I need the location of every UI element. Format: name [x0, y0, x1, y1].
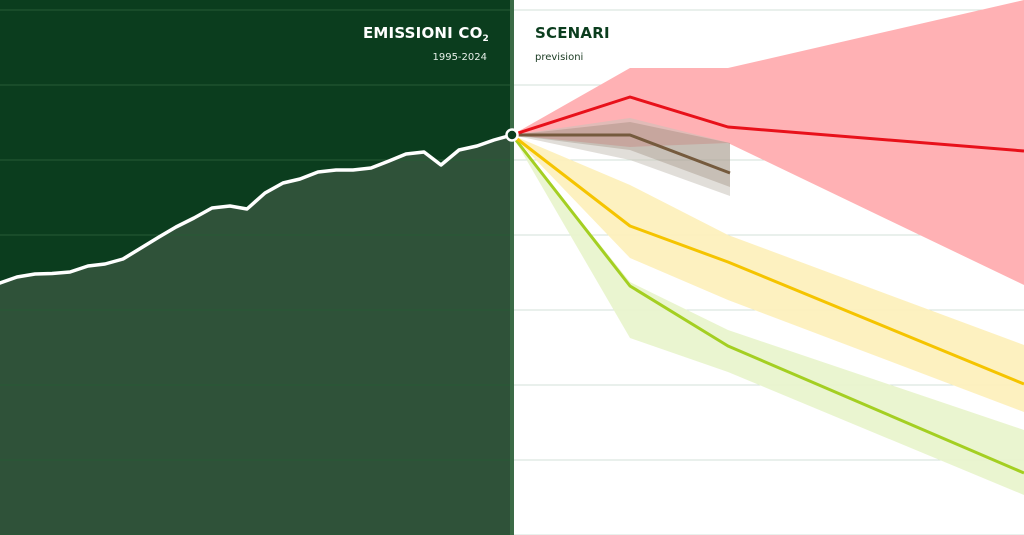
brown-scenario-band-outer [512, 118, 730, 196]
historical-title: EMISSIONI CO2 [363, 24, 489, 44]
historical-title-subscript: 2 [482, 34, 489, 44]
scenarios-subtitle: previsioni [535, 52, 584, 63]
panel-divider [510, 0, 514, 535]
yellow-scenario-line [511, 133, 1024, 386]
historical-title-text: EMISSIONI CO [362, 24, 483, 42]
yellow-scenario-band [512, 135, 1024, 412]
green-scenario-line [510, 134, 1024, 475]
green-scenario-band [512, 135, 1024, 495]
red-scenario-band [512, 0, 1024, 285]
scenarios-title: SCENARI [535, 24, 610, 42]
historical-subtitle: 1995-2024 [432, 52, 487, 63]
gridlines-historical [0, 9, 510, 535]
brown-scenario-line [512, 133, 731, 175]
origin-marker-2024 [505, 128, 519, 142]
red-scenario-line [511, 95, 1024, 153]
brown-scenario-band-inner [512, 122, 730, 187]
historical-emissions-line [0, 133, 514, 285]
